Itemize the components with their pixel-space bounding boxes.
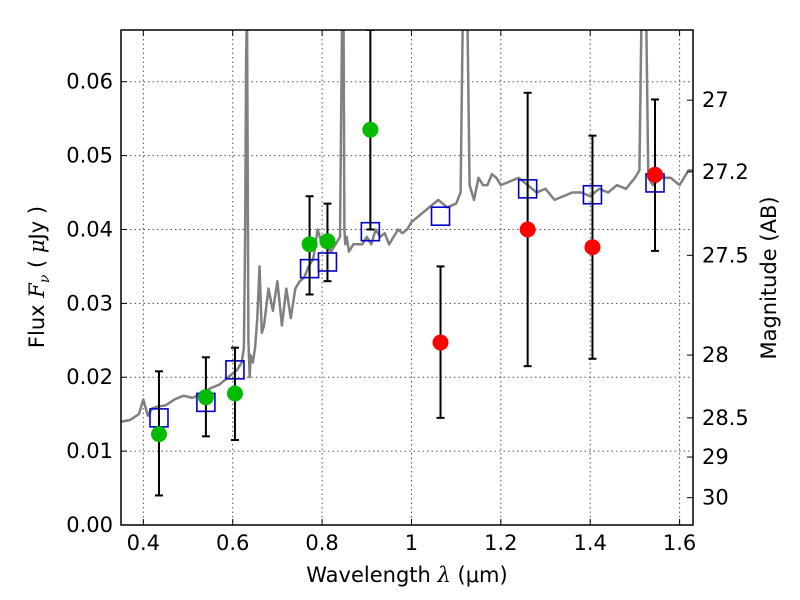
green-data-point (362, 121, 379, 138)
y2-tick-label: 27 (702, 88, 729, 112)
y2-tick-label: 27.5 (702, 243, 749, 267)
x-tick-label: 1.6 (663, 531, 696, 555)
green-data-point (319, 233, 336, 250)
y-tick-label: 0.06 (66, 70, 113, 94)
green-data-point (301, 236, 318, 253)
x-axis-label: Wavelength λ (μm) (306, 563, 507, 587)
plot-frame (120, 29, 694, 526)
green-data-point (150, 426, 167, 443)
y2-axis-label: Magnitude (AB) (757, 196, 781, 359)
x-tick-label: 0.6 (216, 531, 249, 555)
model-sed-line (121, 30, 693, 423)
green-data-point (226, 385, 243, 402)
red-data-point (432, 334, 449, 351)
x-tick-label: 1 (405, 531, 418, 555)
x-tick-label: 1.4 (574, 531, 607, 555)
y2-tick-label: 27.2 (702, 160, 749, 184)
red-data-point (519, 221, 536, 238)
y-tick-label: 0.04 (66, 217, 113, 241)
y-tick-label: 0.03 (66, 291, 113, 315)
y2-tick-label: 28.5 (702, 406, 749, 430)
grid-lines (121, 30, 693, 526)
y2-tick-label: 28 (702, 343, 729, 367)
red-data-point (584, 239, 601, 256)
y-tick-label: 0.02 (66, 365, 113, 389)
y-tick-label: 0.01 (66, 439, 113, 463)
axis-ticks: 0.4 0.6 0.8 1 1.2 1.4 1.6 0.00 0.01 0.02 0.03 0.04 0… (66, 30, 749, 555)
y-tick-label: 0.05 (66, 144, 113, 168)
x-tick-label: 0.4 (127, 531, 160, 555)
y-tick-label: 0.00 (66, 513, 113, 537)
y-axis-label: Flux Fν ( μJy ) (25, 206, 53, 348)
red-data-point (647, 166, 664, 183)
x-tick-label: 0.8 (305, 531, 338, 555)
y2-tick-label: 30 (702, 486, 729, 510)
green-data-point (197, 389, 214, 406)
x-tick-label: 1.2 (484, 531, 517, 555)
plot-area (121, 30, 693, 497)
y2-tick-label: 29 (702, 445, 729, 469)
model-photometry-square (430, 206, 451, 226)
